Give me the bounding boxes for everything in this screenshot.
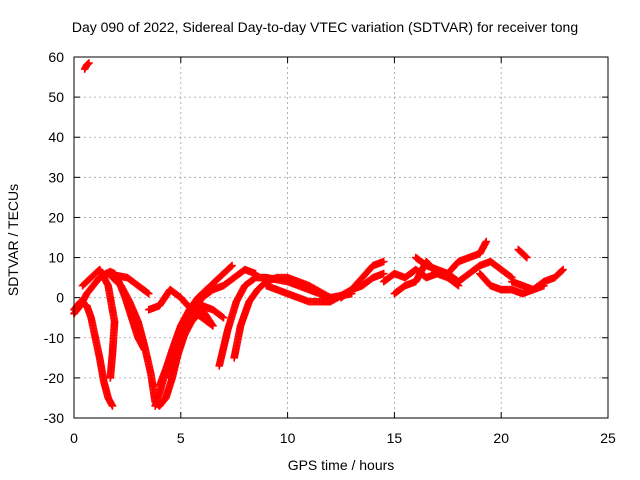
point-trail [167,286,184,301]
x-axis-tick-labels: 0 5 10 15 20 25 [70,430,616,446]
point-trail [263,282,290,297]
y-tick-label: -30 [44,410,64,426]
point-trail [106,351,117,381]
point-trail [90,274,103,289]
point-trail [84,60,92,68]
y-tick-label: 0 [56,290,64,306]
series-pass-01 [80,59,93,73]
data-point [482,237,491,246]
point-trail [381,270,398,285]
point-trail [91,335,104,361]
point-trail [274,273,290,282]
point-trail [519,250,530,261]
series-pass-17 [411,237,491,278]
data-point [209,321,217,330]
data-point [523,253,531,262]
point-trail [285,274,312,289]
point-trail [509,286,526,297]
y-tick-label: 60 [48,49,64,65]
x-tick-label: 25 [600,430,616,446]
data-point [559,265,567,274]
point-trail [109,274,124,289]
chart-title: Day 090 of 2022, Sidereal Day-to-day VTE… [72,19,578,35]
point-trail [215,327,232,369]
point-trail [285,290,312,305]
point-trail [466,262,483,277]
point-trail [141,343,155,377]
point-trail [104,283,119,324]
point-trail [466,250,483,261]
series-pass-03 [70,297,117,410]
series-pass-12 [230,273,335,362]
point-trail [455,270,472,285]
point-trail [100,379,112,401]
x-tick-label: 0 [70,430,78,446]
x-axis-label: GPS time / hours [288,457,395,473]
data-point [106,374,115,382]
series-pass-19 [508,265,567,294]
data-point [108,402,117,410]
y-axis-tick-labels: -30 -20 -10 0 10 20 30 40 50 60 [44,49,64,426]
point-trail [263,274,280,285]
series-pass-04 [78,265,119,382]
point-trail [188,295,206,317]
point-trail [87,315,99,341]
point-trail [477,258,493,269]
point-trail [306,282,333,301]
point-trail [199,314,216,329]
point-trail [349,282,365,293]
y-axis-label: SDTVAR / TECUs [5,184,21,296]
y-tick-label: 30 [48,169,64,185]
point-trail [156,355,174,389]
plot-frame [73,56,609,419]
data-point [454,281,463,290]
series-pass-15 [379,257,516,286]
point-trail [96,355,108,385]
point-trail [114,272,130,282]
series-pass-14 [337,269,388,302]
y-tick-label: 20 [48,209,64,225]
y-tick-label: 10 [48,250,64,266]
point-trail [79,274,94,289]
point-trail [423,262,440,273]
series-layer [70,59,567,410]
x-tick-label: 10 [280,430,296,446]
point-trail [105,395,116,409]
x-tick-label: 5 [177,430,185,446]
series-pass-10 [166,265,260,382]
point-trail [126,299,142,325]
point-trail [445,274,462,289]
point-trail [230,323,245,361]
point-trail [498,266,515,281]
y-tick-label: 50 [48,89,64,105]
point-trail [487,258,504,273]
point-trail [359,262,376,281]
point-trail [456,254,472,265]
series-pass-05 [102,269,153,298]
point-trail [246,287,261,305]
x-tick-label: 20 [493,430,509,446]
data-point [85,59,93,67]
point-trail [237,299,253,329]
data-point [228,261,236,270]
y-tick-label: 40 [48,129,64,145]
point-trail [224,299,240,333]
grid [74,57,608,418]
data-point [379,257,388,266]
y-tick-label: -10 [44,330,64,346]
series-pass-20 [514,245,531,262]
point-trail [108,319,119,357]
data-point [219,313,228,322]
axis-ticks [73,56,609,419]
data-point [379,269,388,278]
y-tick-label: -20 [44,370,64,386]
point-trail [166,343,185,381]
data-point [144,289,153,298]
x-tick-label: 15 [387,430,403,446]
